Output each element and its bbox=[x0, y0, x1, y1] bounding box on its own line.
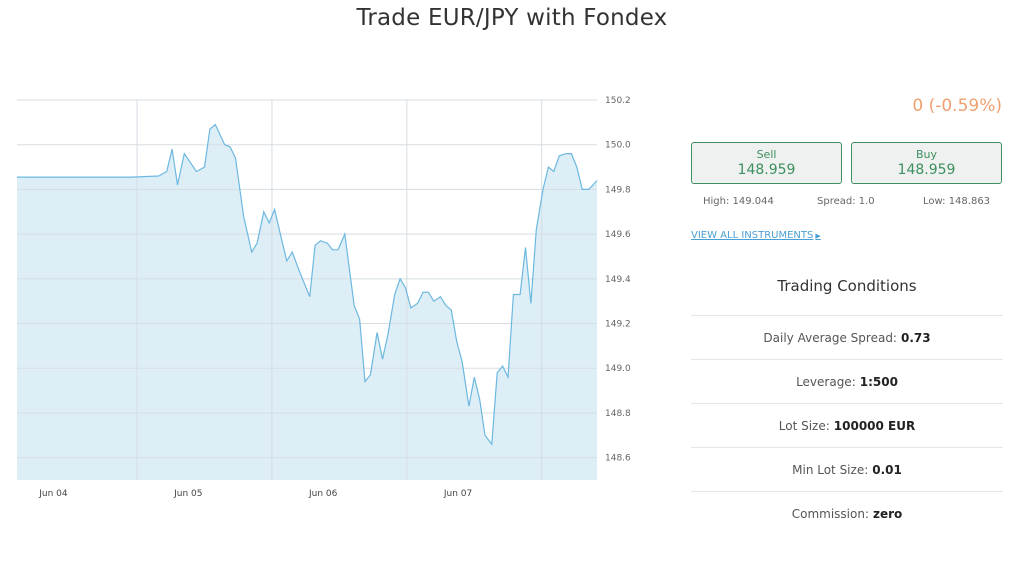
condition-row-lot-size: Lot Size: 100000 EUR bbox=[691, 403, 1003, 447]
sell-button[interactable]: Sell 148.959 bbox=[691, 142, 842, 184]
y-tick-label: 149.8 bbox=[605, 185, 631, 195]
y-tick-label: 149.2 bbox=[605, 320, 631, 330]
x-tick-label: Jun 07 bbox=[443, 489, 472, 499]
sell-price: 148.959 bbox=[737, 162, 796, 178]
buy-button[interactable]: Buy 148.959 bbox=[851, 142, 1002, 184]
x-tick-label: Jun 06 bbox=[308, 489, 338, 499]
condition-label: Commission: bbox=[791, 506, 869, 521]
view-all-instruments-link[interactable]: VIEW ALL INSTRUMENTS ▶ bbox=[691, 230, 821, 241]
view-all-label: VIEW ALL INSTRUMENTS bbox=[691, 230, 814, 241]
condition-row-leverage: Leverage: 1:500 bbox=[691, 359, 1003, 403]
page-title: Trade EUR/JPY with Fondex bbox=[356, 5, 668, 31]
y-tick-label: 150.2 bbox=[605, 96, 631, 106]
price-chart[interactable]: 150.2 150.0 149.8 149.6 149.4 149.2 149.0 148.8… bbox=[0, 88, 640, 508]
condition-value: zero bbox=[872, 506, 903, 521]
price-change: 0 (-0.59%) bbox=[912, 96, 1002, 116]
trading-conditions-title: Trading Conditions bbox=[777, 277, 917, 295]
price-chart-svg[interactable]: 150.2 150.0 149.8 149.6 149.4 149.2 149.0 148.8… bbox=[0, 88, 640, 508]
x-tick-label: Jun 04 bbox=[38, 489, 68, 499]
condition-row-min-lot: Min Lot Size: 0.01 bbox=[691, 447, 1003, 491]
y-tick-label: 149.6 bbox=[605, 230, 631, 240]
area-fill bbox=[17, 124, 597, 480]
y-tick-label: 148.6 bbox=[605, 454, 631, 464]
low-value: Low: 148.863 bbox=[923, 196, 991, 207]
y-tick-label: 150.0 bbox=[605, 141, 631, 151]
buy-price: 148.959 bbox=[897, 162, 956, 178]
y-tick-label: 149.4 bbox=[605, 275, 631, 285]
caret-right-icon: ▶ bbox=[815, 232, 821, 240]
y-tick-label: 149.0 bbox=[605, 364, 631, 374]
sell-label: Sell bbox=[756, 148, 777, 161]
buy-label: Buy bbox=[915, 148, 938, 161]
condition-label: Lot Size: bbox=[778, 418, 830, 433]
condition-row-commission: Commission: zero bbox=[691, 491, 1003, 535]
spread-value: Spread: 1.0 bbox=[817, 196, 875, 207]
condition-row-spread: Daily Average Spread: 0.73 bbox=[691, 315, 1003, 359]
condition-value: 100000 EUR bbox=[833, 418, 916, 433]
condition-value: 0.73 bbox=[900, 330, 931, 345]
condition-value: 0.01 bbox=[872, 462, 902, 477]
condition-label: Daily Average Spread: bbox=[763, 330, 897, 345]
high-value: High: 149.044 bbox=[703, 196, 774, 207]
y-tick-label: 148.8 bbox=[605, 409, 631, 419]
condition-label: Min Lot Size: bbox=[792, 462, 869, 477]
condition-label: Leverage: bbox=[796, 374, 856, 389]
price-line bbox=[17, 123, 598, 446]
trading-conditions-list: Daily Average Spread: 0.73 Leverage: 1:500… bbox=[691, 315, 1003, 535]
condition-value: 1:500 bbox=[859, 374, 898, 389]
x-tick-label: Jun 05 bbox=[173, 489, 202, 499]
